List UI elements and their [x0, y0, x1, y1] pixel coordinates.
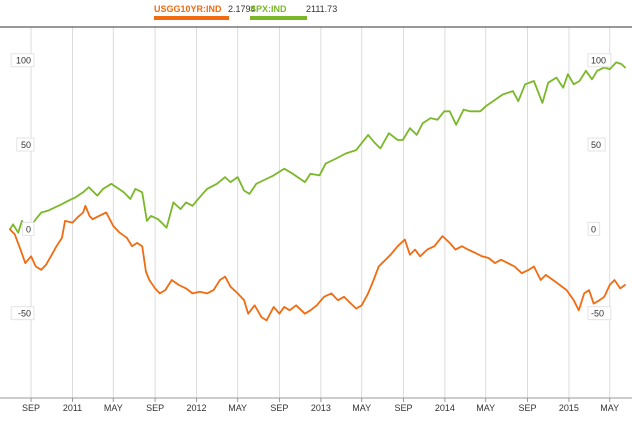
x-tick-label: SEP	[394, 403, 412, 413]
y-tick-label-box	[16, 137, 35, 152]
x-tick-label: MAY	[352, 403, 371, 413]
y-tick-label: 0	[26, 224, 31, 234]
y-tick-label-box	[10, 53, 35, 68]
x-tick-label: MAY	[104, 403, 123, 413]
y-axis-labels: 100 100 50 50 0 0 -50 -50	[10, 53, 612, 321]
x-tick-label: MAY	[228, 403, 247, 413]
x-tick-label: SEP	[22, 403, 40, 413]
x-tick-label: SEP	[518, 403, 536, 413]
y-tick-label: 0	[591, 224, 596, 234]
gridlines	[30, 27, 611, 402]
series-layer	[9, 61, 626, 322]
y-tick-label-box	[587, 306, 612, 321]
x-tick-label: MAY	[476, 403, 495, 413]
y-tick-label: 50	[21, 140, 31, 150]
y-tick-label-box	[587, 221, 601, 236]
y-tick-label: -50	[591, 309, 604, 319]
x-tick-label: 2013	[311, 403, 331, 413]
legend-label: USGG10YR:IND	[154, 4, 222, 14]
x-tick-label: MAY	[600, 403, 619, 413]
y-tick-label: 100	[591, 56, 606, 66]
x-tick-label: 2015	[559, 403, 579, 413]
y-tick-label: 100	[16, 56, 31, 66]
y-tick-label: -50	[18, 309, 31, 319]
series-line-usgg10yr[interactable]	[9, 204, 626, 322]
x-tick-label: 2012	[187, 403, 207, 413]
legend-swatch	[250, 16, 307, 20]
x-tick-label: 2011	[63, 403, 82, 413]
legend-value: 2111.73	[306, 4, 338, 14]
legend-label: SPX:IND	[250, 4, 287, 14]
y-tick-label-box	[21, 221, 35, 236]
legend-value: 2.1794	[228, 4, 256, 14]
y-tick-label-box	[587, 53, 612, 68]
x-tick-label: SEP	[146, 403, 164, 413]
x-tick-label: SEP	[270, 403, 288, 413]
y-tick-label: 50	[591, 140, 601, 150]
y-tick-label-box	[587, 137, 606, 152]
y-tick-label-box	[10, 306, 35, 321]
x-axis-labels: SEP 2011 MAY SEP 2012 MAY SEP 2013 MAY SEP 2014 MAY…	[22, 403, 619, 413]
legend: USGG10YR:IND 2.1794 SPX:IND 2111.73	[0, 0, 632, 22]
legend-swatch	[154, 16, 229, 20]
series-line-spx[interactable]	[9, 61, 626, 234]
x-tick-label: 2014	[435, 403, 455, 413]
